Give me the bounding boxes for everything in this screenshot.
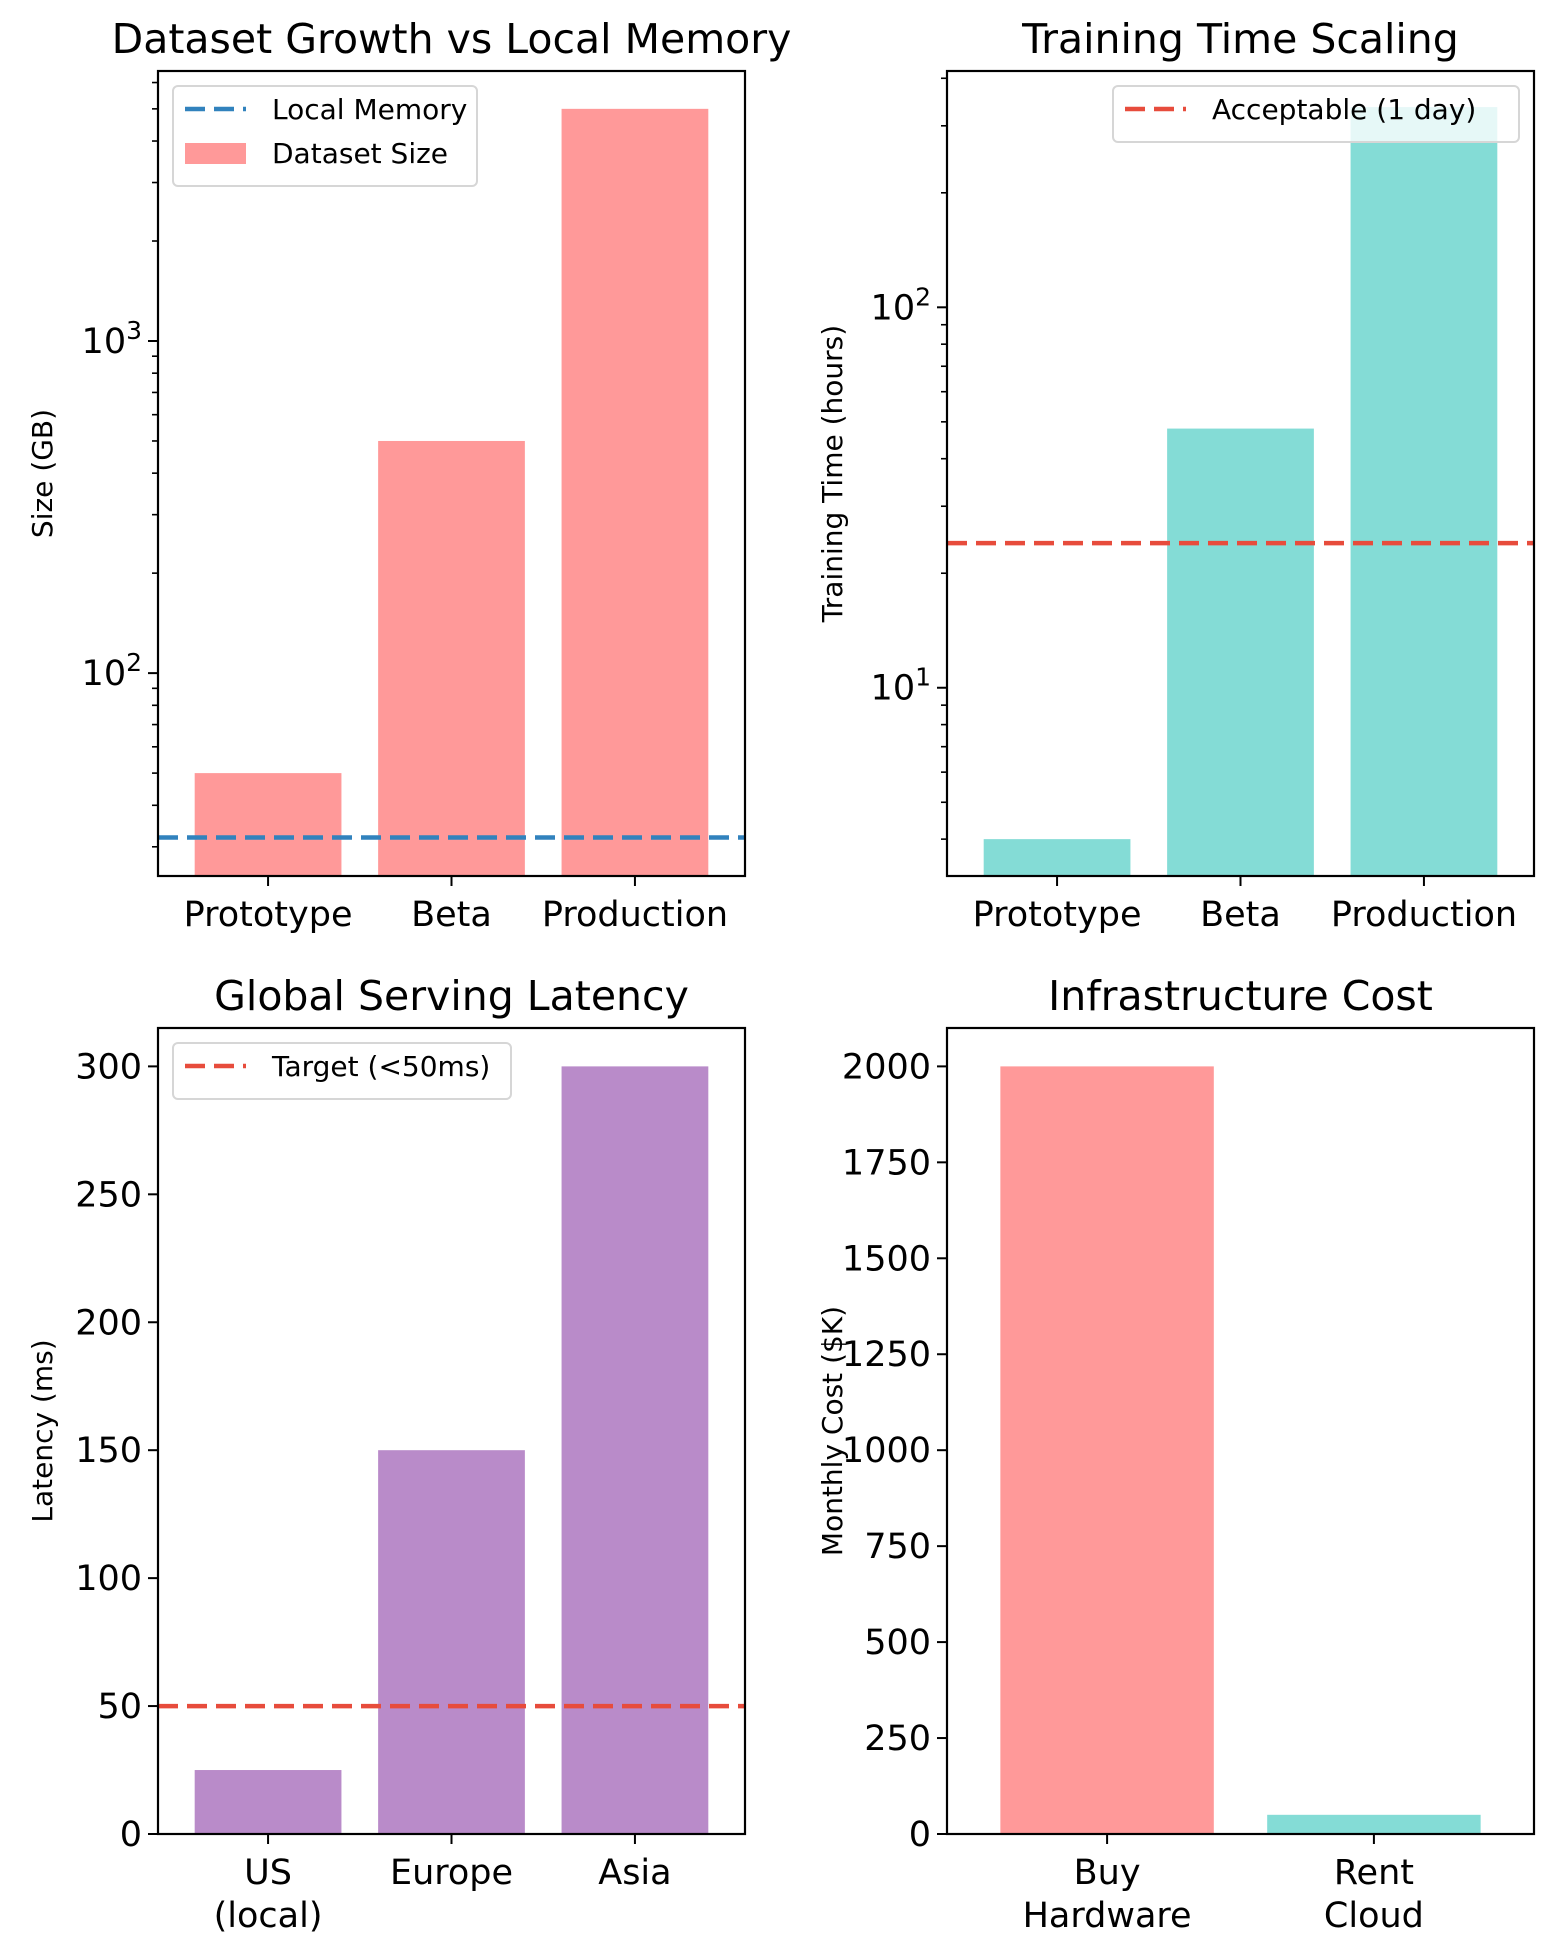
legend-label: Acceptable (1 day) — [1212, 93, 1476, 126]
bar-prototype — [194, 773, 342, 876]
x-tick-label: Beta — [1200, 895, 1281, 935]
bar-rent-cloud — [1267, 1814, 1481, 1834]
y-tick-label: 1250 — [842, 1335, 931, 1375]
legend-box — [172, 1042, 512, 1100]
x-tick-label-line: Rent — [1334, 1853, 1414, 1893]
y-tick-label: 100 — [75, 1559, 142, 1599]
panel-infrastructure-cost: Infrastructure Cost Monthly Cost ($K) Bu… — [816, 972, 1536, 1936]
chart-title: Infrastructure Cost — [1048, 972, 1433, 1020]
chart-title: Global Serving Latency — [214, 972, 689, 1020]
x-tick-label-line: Production — [542, 895, 728, 935]
y-axis-label: Size (GB) — [26, 409, 59, 538]
bar-production — [1350, 107, 1498, 876]
panel-serving-latency: Global Serving Latency Latency (ms) US (l… — [26, 972, 747, 1936]
x-tick-label-line: US — [244, 1853, 292, 1893]
y-tick-label: 200 — [75, 1303, 142, 1343]
y-tick-label-base: 10 — [871, 288, 916, 328]
axes-frame — [945, 1026, 1536, 1836]
x-tick-label-line: Hardware — [1023, 1896, 1192, 1936]
legend: Local Memory Dataset Size — [172, 85, 478, 187]
panel-dataset-growth: Dataset Growth vs Local Memory Size (GB)… — [26, 15, 792, 935]
chart-title: Training Time Scaling — [1021, 15, 1459, 63]
x-tick-label: Production — [542, 895, 728, 935]
x-tick-label: Production — [1331, 895, 1517, 935]
chart-title: Dataset Growth vs Local Memory — [112, 15, 792, 63]
y-tick-label: 1500 — [842, 1239, 931, 1279]
x-tick-label: Prototype — [184, 895, 353, 935]
bar-asia — [561, 1066, 709, 1834]
bar-europe — [378, 1450, 525, 1834]
bar-beta — [1167, 428, 1314, 876]
y-tick-label-exponent: 3 — [126, 316, 142, 345]
x-tick-label: Buy Hardware — [1023, 1853, 1192, 1936]
legend: Target (<50ms) — [172, 1042, 512, 1100]
legend-label: Dataset Size — [272, 137, 448, 170]
y-tick-label: 102 — [82, 648, 142, 694]
y-axis-label: Latency (ms) — [26, 1339, 59, 1522]
y-tick-label-base: 10 — [82, 322, 127, 362]
x-tick-label: Beta — [411, 895, 492, 935]
plot-area: US (local) Europe Asia 0 50 100 150 200 250 300 Tar… — [75, 1026, 747, 1936]
x-tick-label-line: Europe — [390, 1853, 513, 1893]
x-tick-label-line: Buy — [1074, 1853, 1141, 1893]
y-tick-label: 103 — [82, 316, 142, 362]
y-tick-label-exponent: 1 — [915, 663, 931, 692]
bar-production — [561, 108, 709, 876]
legend-box — [172, 85, 478, 187]
plot-area: Prototype Beta Production101102Acceptable … — [871, 69, 1536, 935]
x-tick-label-line: Prototype — [184, 895, 353, 935]
panel-training-time: Training Time Scaling Training Time (hou… — [816, 15, 1536, 935]
y-tick-label: 750 — [864, 1527, 931, 1567]
x-tick-label-line: Beta — [1200, 895, 1281, 935]
bar-buy-hardware — [1000, 1066, 1214, 1834]
y-tick-label-exponent: 2 — [915, 282, 931, 311]
x-tick-label-line: Production — [1331, 895, 1517, 935]
y-axis-label: Monthly Cost ($K) — [816, 1306, 849, 1556]
x-tick-label-line: Asia — [598, 1853, 671, 1893]
x-tick-label: Asia — [598, 1853, 671, 1893]
y-tick-label: 250 — [864, 1719, 931, 1759]
legend: Acceptable (1 day) — [1112, 85, 1520, 143]
bar-beta — [378, 440, 525, 876]
legend-patch-icon — [185, 143, 246, 164]
x-tick-label-line: Prototype — [973, 895, 1142, 935]
y-tick-label-base: 10 — [871, 669, 916, 709]
y-tick-label: 0 — [120, 1815, 142, 1855]
y-tick-label: 0 — [909, 1815, 931, 1855]
y-tick-label: 1000 — [842, 1431, 931, 1471]
x-tick-label-line: Cloud — [1324, 1896, 1424, 1936]
x-tick-label: Rent Cloud — [1324, 1853, 1424, 1936]
x-tick-label: Europe — [390, 1853, 513, 1893]
y-tick-label: 101 — [871, 663, 931, 709]
x-tick-label: US (local) — [214, 1853, 323, 1936]
bar-us-local — [194, 1770, 342, 1834]
y-tick-label: 1750 — [842, 1143, 931, 1183]
plot-area: Buy Hardware Rent Cloud 0 250 500 750 1000 1250 15… — [842, 1026, 1536, 1936]
y-tick-label-exponent: 2 — [126, 648, 142, 677]
bar-prototype — [983, 839, 1131, 876]
y-tick-label: 300 — [75, 1047, 142, 1087]
y-tick-label-base: 10 — [82, 654, 127, 694]
y-tick-label: 50 — [97, 1687, 142, 1727]
y-tick-label: 250 — [75, 1175, 142, 1215]
legend-label: Target (<50ms) — [271, 1050, 490, 1083]
y-axis-label: Training Time (hours) — [816, 325, 849, 623]
y-tick-label: 500 — [864, 1623, 931, 1663]
y-tick-label: 102 — [871, 282, 931, 328]
legend-box — [1112, 85, 1520, 143]
x-tick-label: Prototype — [973, 895, 1142, 935]
y-tick-label: 150 — [75, 1431, 142, 1471]
x-tick-label-line: (local) — [214, 1896, 323, 1936]
legend-label: Local Memory — [272, 93, 467, 126]
y-tick-label: 2000 — [842, 1047, 931, 1087]
x-tick-label-line: Beta — [411, 895, 492, 935]
